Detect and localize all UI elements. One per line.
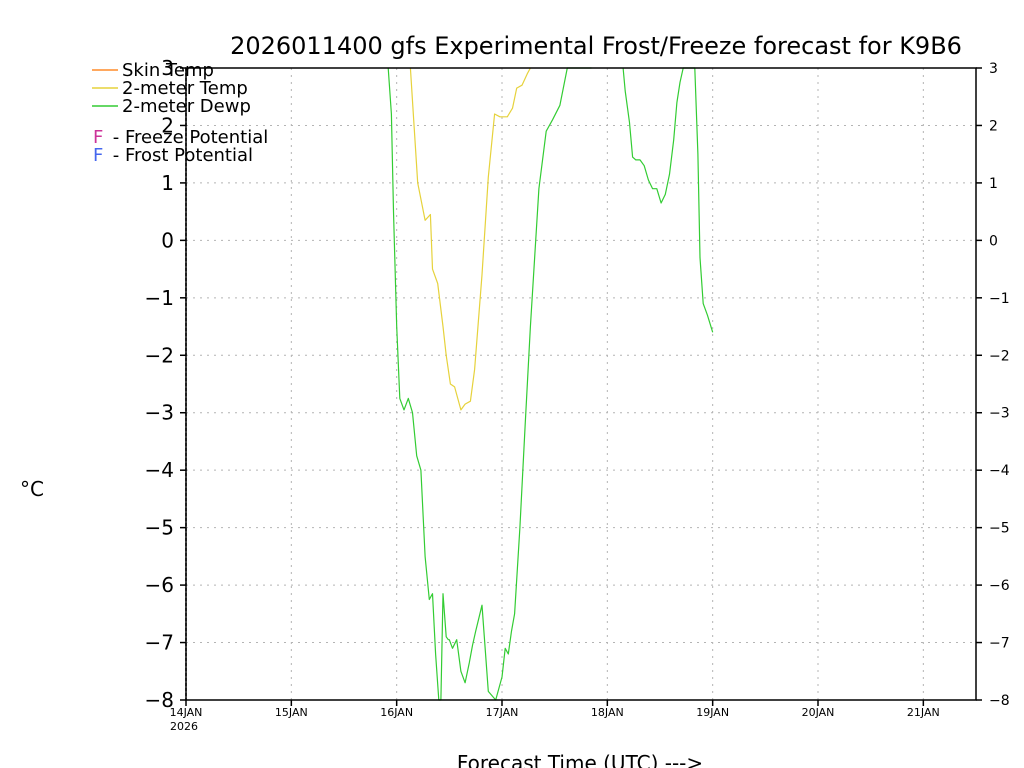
y-tick-label-right: −4: [989, 463, 1010, 479]
chart-series: [387, 67, 714, 701]
x-tick-label: 18JAN: [591, 706, 624, 719]
x-tick-label: 20JAN: [802, 706, 835, 719]
y-tick-label-right: 2: [989, 118, 998, 134]
x-axis-label: Forecast Time (UTC) --->: [457, 751, 703, 768]
y-tick-label: −3: [145, 401, 174, 425]
y-tick-label: −6: [145, 573, 174, 597]
y-tick-label-right: −8: [989, 693, 1010, 709]
chart-ticks: 3 3 2 2 1 1 0 0 −1 −1 −2 −2 −3 −3 −4 −4 −5 −5 −6 −6 −7 −7 −8 −8…: [145, 56, 1010, 733]
chart-grid: [186, 68, 976, 700]
x-tick-label: 17JAN: [486, 706, 519, 719]
plot-frame: [185, 67, 977, 701]
x-tick-label: 19JAN: [696, 706, 729, 719]
y-tick-label-right: −3: [989, 406, 1010, 422]
y-tick-label: 1: [161, 171, 174, 195]
x-tick-label: 14JAN: [170, 706, 203, 719]
x-tick-label: 21JAN: [907, 706, 940, 719]
series-line-2-meter-dewp: [387, 67, 592, 701]
y-tick-label: −8: [145, 688, 174, 712]
y-tick-label: 2: [161, 113, 174, 137]
potential-label: - Frost Potential: [107, 145, 253, 166]
y-tick-label: 3: [161, 56, 174, 80]
y-tick-label-right: −7: [989, 636, 1010, 652]
legend-label: 2-meter Dewp: [122, 96, 251, 117]
y-tick-label: −2: [145, 343, 174, 367]
y-tick-label-right: 1: [989, 176, 998, 192]
series-line-2-meter-dewp-late: [622, 67, 714, 333]
y-tick-label-right: −1: [989, 291, 1010, 307]
y-tick-label: −4: [145, 458, 174, 482]
chart-title: 2026011400 gfs Experimental Frost/Freeze…: [230, 32, 962, 60]
y-tick-label: 0: [161, 228, 174, 252]
y-tick-label-right: 0: [989, 233, 998, 249]
chart-axes: [185, 67, 977, 701]
y-tick-label: −1: [145, 286, 174, 310]
y-tick-label-right: −5: [989, 521, 1010, 537]
y-tick-label-right: −6: [989, 578, 1010, 594]
potential-symbol: F: [93, 127, 103, 148]
y-tick-label-right: −2: [989, 348, 1010, 364]
x-tick-label: 15JAN: [275, 706, 308, 719]
x-tick-sublabel: 2026: [170, 720, 198, 733]
x-tick-label: 16JAN: [380, 706, 413, 719]
y-tick-label: −5: [145, 516, 174, 540]
series-line-2-meter-temp: [409, 67, 531, 411]
y-axis-label: °C: [20, 477, 44, 501]
potential-label: - Freeze Potential: [107, 127, 268, 148]
y-tick-label-right: 3: [989, 61, 998, 77]
y-tick-label: −7: [145, 631, 174, 655]
legend-label: Skin Temp: [122, 60, 214, 81]
legend-label: 2-meter Temp: [122, 78, 248, 99]
potential-symbol: F: [93, 145, 103, 166]
